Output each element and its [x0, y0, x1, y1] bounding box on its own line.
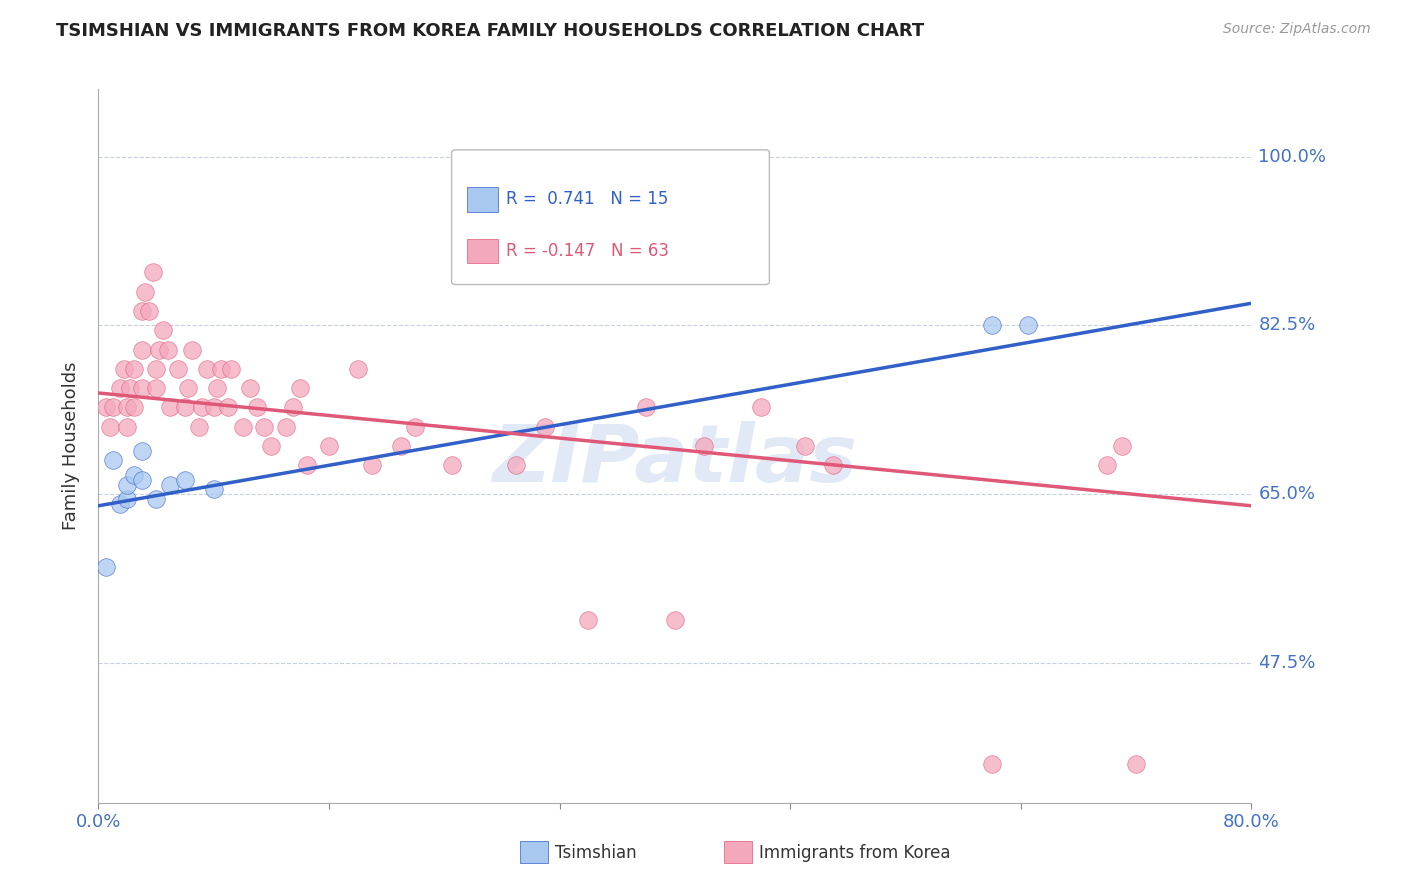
- Point: [94, 401, 117, 415]
- Point: [124, 362, 146, 376]
- Point: [477, 188, 499, 202]
- Point: [181, 343, 204, 357]
- Point: [405, 419, 427, 434]
- Point: [219, 362, 242, 376]
- Text: 100.0%: 100.0%: [1258, 148, 1326, 166]
- Point: [239, 381, 262, 395]
- Point: [440, 458, 463, 473]
- Point: [112, 362, 135, 376]
- Point: [1125, 757, 1147, 772]
- Text: TSIMSHIAN VS IMMIGRANTS FROM KOREA FAMILY HOUSEHOLDS CORRELATION CHART: TSIMSHIAN VS IMMIGRANTS FROM KOREA FAMIL…: [56, 22, 925, 40]
- Point: [124, 401, 146, 415]
- Point: [231, 419, 254, 434]
- Point: [117, 419, 138, 434]
- Point: [534, 419, 557, 434]
- Point: [159, 401, 181, 415]
- Point: [124, 467, 146, 482]
- Point: [94, 559, 117, 574]
- Point: [131, 381, 153, 395]
- Point: [981, 757, 1004, 772]
- Point: [166, 362, 188, 376]
- Point: [120, 381, 142, 395]
- Point: [117, 477, 138, 491]
- Point: [281, 401, 304, 415]
- Point: [1111, 439, 1133, 453]
- Point: [793, 439, 815, 453]
- Point: [188, 419, 211, 434]
- Point: [209, 362, 232, 376]
- Point: [253, 419, 276, 434]
- Point: [205, 381, 228, 395]
- Point: [156, 343, 179, 357]
- Point: [117, 401, 138, 415]
- Point: [108, 381, 131, 395]
- Text: Source: ZipAtlas.com: Source: ZipAtlas.com: [1223, 22, 1371, 37]
- Point: [101, 401, 124, 415]
- Point: [981, 318, 1004, 333]
- Point: [131, 473, 153, 487]
- Point: [217, 401, 239, 415]
- Point: [145, 491, 167, 506]
- Point: [361, 458, 384, 473]
- Point: [290, 381, 312, 395]
- Point: [117, 491, 138, 506]
- Point: [101, 453, 124, 467]
- Point: [1017, 318, 1039, 333]
- Point: [131, 443, 153, 458]
- Point: [195, 362, 218, 376]
- Point: [174, 401, 197, 415]
- Point: [152, 323, 174, 337]
- Point: [318, 439, 340, 453]
- Point: [174, 473, 197, 487]
- Point: [260, 439, 283, 453]
- Point: [131, 304, 153, 318]
- Point: [202, 401, 225, 415]
- Point: [108, 497, 131, 511]
- Point: [131, 343, 153, 357]
- Text: ZIPatlas: ZIPatlas: [492, 421, 858, 500]
- Point: [246, 401, 269, 415]
- Point: [346, 362, 368, 376]
- Point: [297, 458, 319, 473]
- Point: [159, 477, 181, 491]
- Point: [274, 419, 297, 434]
- Point: [751, 401, 773, 415]
- Text: 47.5%: 47.5%: [1258, 654, 1316, 672]
- Text: 82.5%: 82.5%: [1258, 317, 1316, 334]
- Point: [98, 419, 121, 434]
- Text: Tsimshian: Tsimshian: [555, 844, 637, 862]
- Point: [191, 401, 214, 415]
- Point: [636, 401, 658, 415]
- Point: [138, 304, 160, 318]
- Point: [505, 458, 527, 473]
- Text: Immigrants from Korea: Immigrants from Korea: [759, 844, 950, 862]
- Point: [389, 439, 412, 453]
- Point: [177, 381, 200, 395]
- Point: [1097, 458, 1119, 473]
- Point: [145, 381, 167, 395]
- Point: [664, 613, 686, 627]
- Point: [148, 343, 170, 357]
- Point: [578, 613, 600, 627]
- Text: R =  0.741   N = 15: R = 0.741 N = 15: [506, 190, 669, 208]
- Y-axis label: Family Households: Family Households: [62, 362, 80, 530]
- Point: [142, 265, 165, 279]
- Point: [134, 285, 156, 299]
- Point: [693, 439, 716, 453]
- Point: [145, 362, 167, 376]
- Text: 65.0%: 65.0%: [1258, 485, 1316, 503]
- Point: [823, 458, 845, 473]
- Point: [202, 483, 225, 497]
- Text: R = -0.147   N = 63: R = -0.147 N = 63: [506, 242, 669, 260]
